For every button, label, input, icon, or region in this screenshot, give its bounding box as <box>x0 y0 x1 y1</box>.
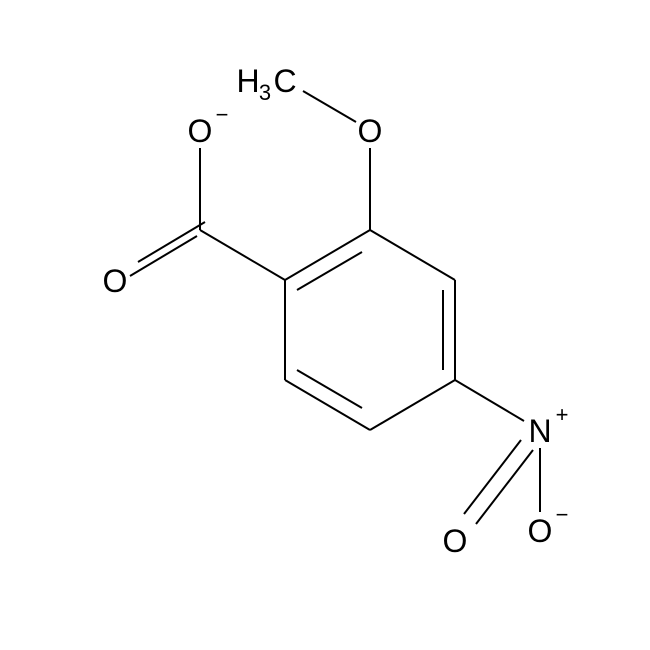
svg-text:−: − <box>556 502 569 527</box>
atom-o-neg: O − <box>188 102 229 149</box>
svg-text:+: + <box>556 402 569 427</box>
atom-h3c: H 3 C <box>236 63 296 105</box>
bond-c4-n <box>455 380 524 421</box>
atom-o-ether: O <box>358 113 383 149</box>
atom-n-plus: N + <box>528 402 568 449</box>
bond-c1-cacid <box>200 230 285 280</box>
bond-oether-ch3 <box>303 91 356 122</box>
svg-text:O: O <box>188 113 213 149</box>
bond-n-on2 <box>464 440 533 524</box>
atom-o-n2: O <box>443 523 468 559</box>
atom-o-n1: O − <box>528 502 569 549</box>
svg-text:C: C <box>273 63 296 99</box>
svg-text:N: N <box>528 413 551 449</box>
atom-o-dbl: O <box>103 263 128 299</box>
svg-text:O: O <box>528 513 553 549</box>
svg-text:−: − <box>216 102 229 127</box>
benzene-ring <box>285 230 455 430</box>
molecule-diagram: O O − O H 3 C N + O − O <box>0 0 650 650</box>
svg-text:3: 3 <box>259 80 271 105</box>
svg-text:H: H <box>236 63 259 99</box>
bond-cacid-odbl <box>130 222 205 276</box>
